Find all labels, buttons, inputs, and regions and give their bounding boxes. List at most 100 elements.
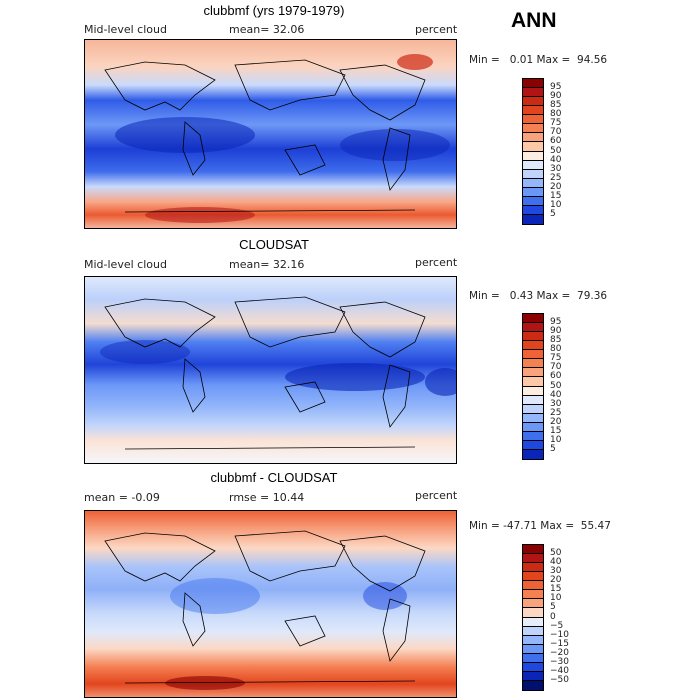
colorbar-segment xyxy=(523,332,543,342)
colorbar-segment xyxy=(523,124,543,134)
colorbar-tick-label: 95 xyxy=(550,317,562,328)
coastline-path xyxy=(182,121,206,176)
colorbar-tick-label: −10 xyxy=(550,629,569,640)
panel-2-title: CLOUDSAT xyxy=(239,237,309,252)
colorbar-segment xyxy=(523,205,543,215)
coastline-path xyxy=(339,64,426,121)
coastline-path xyxy=(124,680,416,684)
coastline-path xyxy=(284,144,326,176)
panel-2-colorbar xyxy=(522,313,544,460)
panel-3-colorbar xyxy=(522,544,544,691)
colorbar-tick-label: 10 xyxy=(550,593,562,604)
colorbar-tick-label: 70 xyxy=(550,127,562,138)
colorbar-segment xyxy=(523,314,543,324)
colorbar-segment xyxy=(523,368,543,378)
colorbar-tick-label: 20 xyxy=(550,181,562,192)
coastline-path xyxy=(182,592,206,647)
panel-2-variable-label: Mid-level cloud xyxy=(84,258,167,271)
colorbar-tick-label: 60 xyxy=(550,371,562,382)
panel-3-rmse-label: rmse = 10.44 xyxy=(229,491,305,504)
coastline-path xyxy=(234,530,346,582)
colorbar-tick-label: −20 xyxy=(550,647,569,658)
coastline-path xyxy=(124,209,416,213)
colorbar-tick-label: 30 xyxy=(550,566,562,577)
panel-1-colorbar xyxy=(522,78,544,225)
colorbar-tick-label: 50 xyxy=(550,145,562,156)
colorbar-tick-label: 10 xyxy=(550,434,562,445)
colorbar-segment xyxy=(523,626,543,636)
colorbar-segment xyxy=(523,142,543,152)
colorbar-tick-label: 25 xyxy=(550,172,562,183)
colorbar-tick-label: 50 xyxy=(550,548,562,559)
panel-1-title: clubbmf (yrs 1979-1979) xyxy=(203,3,345,18)
panel-1-colorbar-ticks: 95 90 85 80 75 70 60 50 40 30 25 20 15 10 5 xyxy=(550,78,580,223)
colorbar-tick-label: 90 xyxy=(550,326,562,337)
colorbar-segment xyxy=(523,88,543,98)
colorbar-tick-label: 40 xyxy=(550,154,562,165)
coastlines xyxy=(104,59,426,213)
season-label: ANN xyxy=(511,9,557,32)
panel-3-colorbar-ticks: 50 40 30 20 15 10 5 0 −5 −10 −15 −20 −30 −40 −50 xyxy=(550,544,580,689)
colorbar-tick-label: 5 xyxy=(550,602,556,613)
colorbar-segment xyxy=(523,449,543,459)
colorbar-segment xyxy=(523,680,543,690)
colorbar-tick-label: 0 xyxy=(550,611,556,622)
coastline-path xyxy=(284,381,326,413)
colorbar-tick-label: 25 xyxy=(550,407,562,418)
coastline-path xyxy=(104,61,216,111)
panel-3-mean-label: mean = -0.09 xyxy=(84,491,160,504)
colorbar-segment xyxy=(523,644,543,654)
colorbar-segment xyxy=(523,386,543,396)
colorbar-segment xyxy=(523,160,543,170)
colorbar-segment xyxy=(523,590,543,600)
colorbar-tick-label: 80 xyxy=(550,344,562,355)
coastline-path xyxy=(104,532,216,582)
colorbar-segment xyxy=(523,377,543,387)
colorbar-segment xyxy=(523,554,543,564)
colorbar-tick-label: 40 xyxy=(550,389,562,400)
colorbar-tick-label: 20 xyxy=(550,575,562,586)
colorbar-tick-label: 75 xyxy=(550,353,562,364)
panel-1-minmax: Min = 0.01 Max = 94.56 xyxy=(469,54,608,66)
colorbar-segment xyxy=(523,563,543,573)
colorbar-segment xyxy=(523,151,543,161)
panel-2-colorbar-ticks: 95 90 85 80 75 70 60 50 40 30 25 20 15 10 5 xyxy=(550,313,580,458)
colorbar-tick-label: 50 xyxy=(550,380,562,391)
panel-1-map xyxy=(84,39,457,229)
coastlines xyxy=(104,296,426,450)
panel-1-variable-label: Mid-level cloud xyxy=(84,23,167,36)
panel-2-map xyxy=(84,276,457,464)
coastline-path xyxy=(339,535,426,592)
colorbar-segment xyxy=(523,187,543,197)
panel-1-mean-label: mean= 32.06 xyxy=(229,23,305,36)
colorbar-tick-label: 80 xyxy=(550,109,562,120)
colorbar-segment xyxy=(523,133,543,143)
colorbar-segment xyxy=(523,671,543,681)
colorbar-tick-label: 40 xyxy=(550,557,562,568)
colorbar-segment xyxy=(523,196,543,206)
colorbar-tick-label: −30 xyxy=(550,656,569,667)
colorbar-segment xyxy=(523,404,543,414)
colorbar-tick-label: 70 xyxy=(550,362,562,373)
colorbar-segment xyxy=(523,581,543,591)
panel-3-title: clubbmf - CLOUDSAT xyxy=(210,470,338,485)
coastline-path xyxy=(234,296,346,348)
coastline-path xyxy=(382,127,411,191)
colorbar-tick-label: −40 xyxy=(550,665,569,676)
colorbar-segment xyxy=(523,106,543,116)
colorbar-segment xyxy=(523,635,543,645)
coastline-path xyxy=(124,446,416,450)
coastline-path xyxy=(382,598,411,662)
coastline-path xyxy=(234,59,346,111)
panel-3-minmax: Min = -47.71 Max = 55.47 xyxy=(469,520,611,532)
colorbar-tick-label: 20 xyxy=(550,416,562,427)
panel-2-mean-label: mean= 32.16 xyxy=(229,258,305,271)
colorbar-segment xyxy=(523,178,543,188)
colorbar-segment xyxy=(523,350,543,360)
colorbar-tick-label: 5 xyxy=(550,208,556,219)
coastline-path xyxy=(339,301,426,358)
colorbar-segment xyxy=(523,545,543,555)
colorbar-tick-label: 30 xyxy=(550,163,562,174)
colorbar-tick-label: 60 xyxy=(550,136,562,147)
colorbar-segment xyxy=(523,169,543,179)
